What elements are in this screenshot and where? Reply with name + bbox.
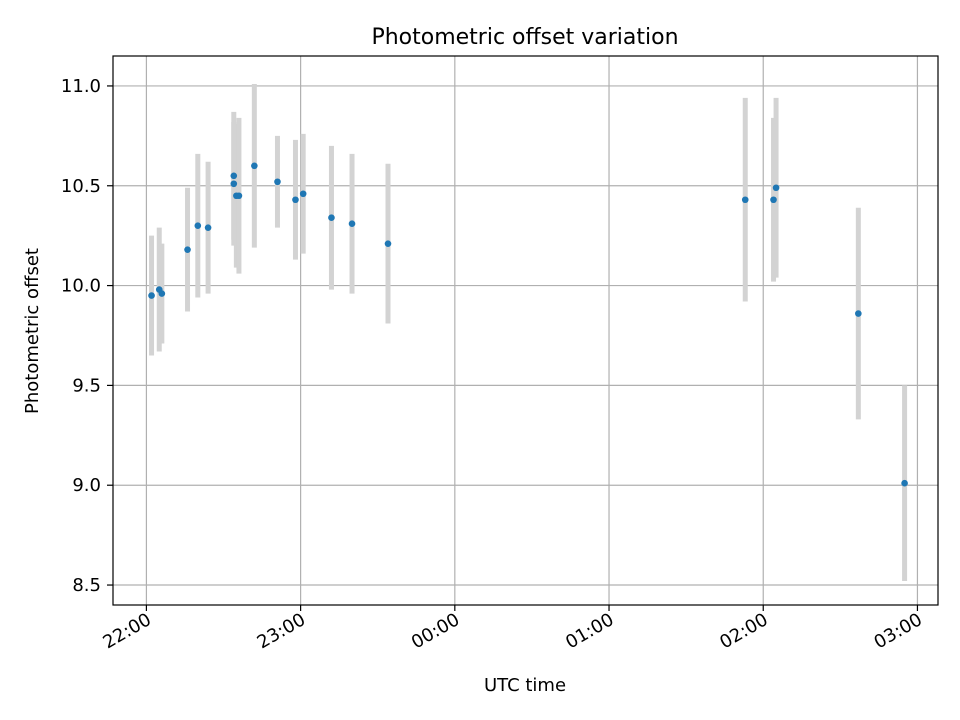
- data-point: [292, 196, 299, 204]
- y-axis: 8.5 9.0 9.5 10.0 10.5 11.0: [61, 76, 113, 596]
- data-point: [741, 196, 749, 204]
- data-point: [348, 220, 356, 227]
- data-point: [328, 214, 335, 222]
- plot-frame: [112, 55, 939, 606]
- grid: [113, 56, 938, 605]
- y-tick-label: 10.0: [61, 276, 101, 297]
- plot-area: [113, 56, 938, 605]
- data-point: [384, 240, 392, 247]
- data-point: [770, 196, 777, 204]
- y-tick-label: 9.0: [72, 475, 101, 496]
- y-tick-label: 10.5: [61, 176, 101, 197]
- y-tick-label: 8.5: [72, 575, 101, 596]
- data-point: [772, 184, 780, 192]
- y-tick-label: 11.0: [61, 76, 101, 97]
- data-point: [299, 190, 307, 198]
- data-point: [204, 224, 212, 231]
- data-point: [251, 162, 258, 170]
- data-point: [235, 192, 243, 200]
- data-point: [901, 479, 908, 487]
- data-points: [148, 162, 908, 487]
- data-point: [855, 310, 862, 317]
- y-tick-label: 9.5: [72, 375, 101, 396]
- data-point: [274, 178, 281, 186]
- y-axis-label: Photometric offset: [22, 248, 43, 414]
- x-axis-label: UTC time: [484, 675, 566, 696]
- data-point: [230, 180, 238, 188]
- data-point: [230, 172, 238, 180]
- data-point: [184, 246, 191, 253]
- data-point: [148, 292, 155, 299]
- data-point: [194, 222, 202, 229]
- chart-title: Photometric offset variation: [371, 25, 678, 50]
- data-point: [158, 290, 166, 297]
